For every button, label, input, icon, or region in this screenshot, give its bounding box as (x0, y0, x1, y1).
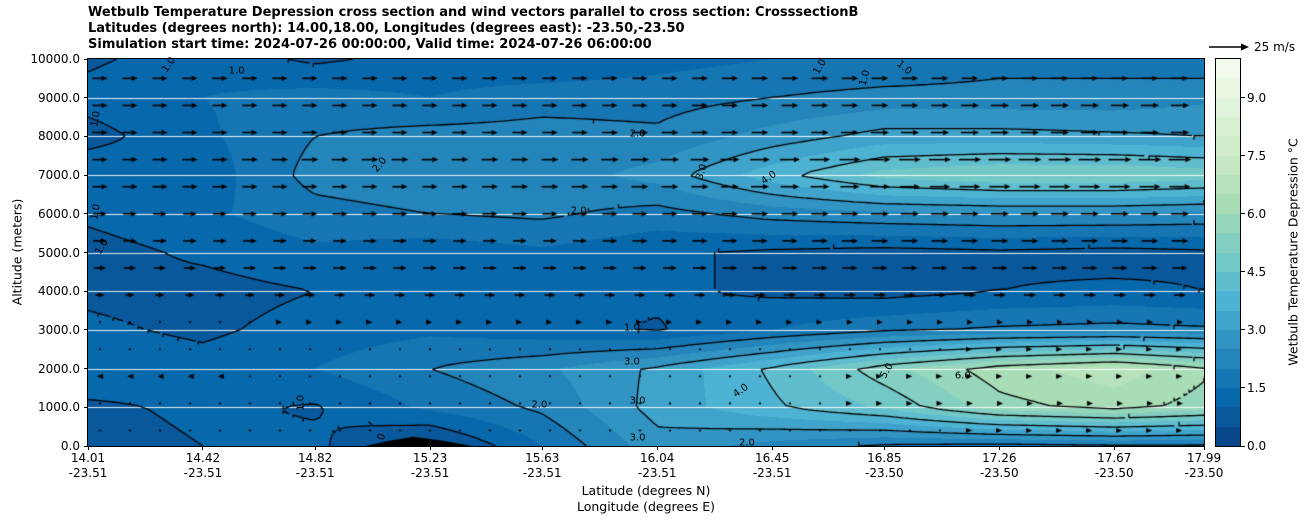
x-tick-label-latitude: 17.99 (1186, 451, 1222, 465)
y-tick-mark (84, 406, 88, 408)
colorbar-tick-mark (1241, 445, 1245, 447)
y-tick-label: 10000.0 (30, 52, 80, 66)
colorbar-tick-mark (1241, 213, 1245, 215)
y-tick-mark (84, 97, 88, 99)
y-tick-mark (84, 445, 88, 447)
colorbar-tick-mark (1241, 271, 1245, 273)
x-tick-mark (771, 446, 773, 450)
y-tick-label: 5000.0 (38, 245, 80, 260)
x-axis-label-latitude: Latitude (degrees N) (581, 483, 711, 498)
x-tick-mark (1113, 446, 1115, 450)
y-tick-mark (84, 135, 88, 137)
colorbar-tick-label: 0.0 (1247, 439, 1267, 453)
x-tick-label-latitude: 16.04 (640, 451, 675, 465)
x-tick-label-longitude: -23.51 (68, 466, 108, 480)
x-tick-label-longitude: -23.50 (979, 466, 1019, 480)
x-tick-label-latitude: 16.85 (867, 451, 902, 465)
x-tick-label-longitude: -23.50 (1184, 466, 1224, 480)
y-tick-label: 2000.0 (38, 361, 80, 376)
x-tick-label-longitude: -23.51 (752, 466, 792, 480)
colorbar-tick-mark (1241, 329, 1245, 331)
x-tick-label-latitude: 17.26 (982, 451, 1017, 465)
y-tick-mark (84, 368, 88, 370)
x-tick-label-latitude: 15.63 (525, 451, 560, 465)
colorbar-tick-label: 9.0 (1247, 90, 1267, 105)
x-axis-label-longitude: Longitude (degrees E) (576, 499, 716, 514)
y-tick-label: 4000.0 (38, 284, 80, 299)
x-tick-mark (883, 446, 885, 450)
x-tick-mark (202, 446, 204, 450)
colorbar-label: Wetbulb Temperature Depression °C (1285, 138, 1301, 366)
y-tick-mark (84, 58, 88, 60)
cross-section-canvas (88, 59, 1204, 446)
colorbar-tick-label: 4.5 (1247, 264, 1267, 279)
y-tick-label: 6000.0 (38, 206, 80, 221)
y-tick-label: 8000.0 (38, 129, 80, 144)
x-tick-mark (429, 446, 431, 450)
x-tick-label-longitude: -23.51 (295, 466, 335, 480)
y-tick-mark (84, 290, 88, 292)
x-tick-mark (87, 446, 89, 450)
y-tick-label: 9000.0 (38, 90, 80, 105)
x-tick-label-latitude: 15.23 (412, 451, 448, 465)
reference-arrow-icon (1209, 43, 1249, 51)
x-tick-mark (541, 446, 543, 450)
y-tick-mark (84, 213, 88, 215)
chart-title: Wetbulb Temperature Depression cross sec… (88, 5, 858, 52)
quiver-key-label: 25 m/s (1254, 40, 1296, 54)
colorbar-tick-mark (1241, 155, 1245, 157)
x-tick-mark (314, 446, 316, 450)
x-tick-label-latitude: 16.45 (754, 451, 790, 465)
y-tick-mark (84, 252, 88, 253)
chart-title-line1: Wetbulb Temperature Depression cross sec… (88, 5, 859, 20)
colorbar-tick-mark (1241, 387, 1245, 389)
chart-title-line3: Simulation start time: 2024-07-26 00:00:… (88, 36, 652, 52)
y-tick-mark (84, 329, 88, 331)
colorbar (1216, 59, 1240, 446)
x-tick-label-latitude: 14.82 (297, 451, 333, 465)
y-tick-label: 3000.0 (38, 322, 80, 337)
colorbar-tick-label: 6.0 (1247, 206, 1267, 221)
quiver-key: 25 m/s (1209, 40, 1295, 54)
y-tick-label: 7000.0 (38, 168, 80, 183)
x-tick-label-latitude: 14.42 (185, 451, 221, 465)
x-tick-mark (998, 446, 1000, 450)
chart-title-line2: Latitudes (degrees north): 14.00,18.00, … (88, 20, 685, 36)
x-tick-label-longitude: -23.50 (1094, 466, 1134, 480)
y-tick-label: 0.0 (60, 439, 80, 453)
x-tick-label-longitude: -23.51 (637, 466, 677, 480)
x-tick-label-longitude: -23.51 (410, 466, 450, 480)
colorbar-tick-label: 1.5 (1247, 380, 1267, 395)
colorbar-tick-mark (1241, 97, 1245, 99)
colorbar-tick-label: 7.5 (1247, 148, 1267, 163)
y-tick-label: 1000.0 (38, 400, 80, 415)
x-tick-label-latitude: 17.67 (1097, 451, 1132, 465)
x-tick-label-longitude: -23.51 (522, 466, 562, 480)
x-tick-label-latitude: 14.01 (70, 451, 106, 465)
plot-area: 1.0 1.0 1.0 1.0 1.0 1.0 1.0 1.0 2.0 2.0 2.0 3.0 4.0 1… (88, 56, 1204, 448)
x-tick-label-longitude: -23.50 (864, 466, 904, 480)
colorbar-tick-label: 3.0 (1247, 322, 1267, 337)
x-tick-mark (656, 446, 658, 450)
x-tick-label-longitude: -23.51 (183, 466, 223, 480)
x-tick-mark (1203, 446, 1205, 450)
y-tick-mark (84, 174, 88, 176)
